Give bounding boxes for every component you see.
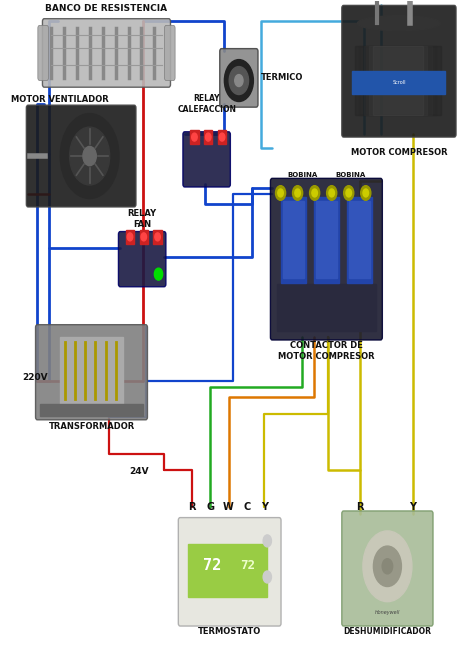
Bar: [40, 404, 143, 415]
Text: TERMICO: TERMICO: [261, 73, 303, 82]
Bar: [373, 46, 422, 116]
Bar: [355, 46, 441, 116]
Text: R: R: [188, 502, 195, 512]
Bar: [353, 71, 446, 94]
Text: R: R: [356, 502, 364, 512]
Text: RELAY
FAN: RELAY FAN: [128, 209, 157, 229]
Bar: [204, 130, 212, 144]
Text: RELAY
CALEFACCION: RELAY CALEFACCION: [177, 94, 236, 114]
Circle shape: [127, 233, 133, 241]
Bar: [316, 201, 337, 278]
FancyBboxPatch shape: [183, 132, 230, 187]
Circle shape: [70, 127, 109, 185]
Bar: [368, 46, 427, 116]
FancyBboxPatch shape: [178, 518, 281, 626]
Text: MOTOR VENTILADOR: MOTOR VENTILADOR: [11, 96, 109, 104]
Text: W: W: [223, 502, 234, 512]
FancyBboxPatch shape: [342, 511, 433, 626]
Text: Scroll: Scroll: [392, 80, 406, 85]
Circle shape: [275, 186, 286, 200]
Text: Y: Y: [409, 502, 416, 512]
Text: 72: 72: [240, 559, 255, 572]
Bar: [283, 201, 303, 278]
Circle shape: [363, 189, 368, 197]
Bar: [349, 201, 370, 278]
Text: Y: Y: [261, 502, 268, 512]
Circle shape: [292, 186, 303, 200]
FancyBboxPatch shape: [43, 19, 171, 88]
FancyBboxPatch shape: [36, 325, 147, 420]
Bar: [364, 46, 432, 116]
FancyBboxPatch shape: [164, 25, 175, 81]
Circle shape: [224, 59, 254, 102]
Text: BOBINA: BOBINA: [287, 172, 318, 178]
FancyBboxPatch shape: [271, 178, 383, 340]
Bar: [218, 130, 226, 144]
Circle shape: [229, 67, 248, 94]
Circle shape: [263, 571, 272, 583]
Text: 24V: 24V: [129, 467, 149, 476]
FancyBboxPatch shape: [220, 49, 258, 107]
Bar: [281, 196, 306, 283]
Circle shape: [235, 75, 243, 87]
Bar: [154, 230, 162, 244]
Circle shape: [346, 189, 352, 197]
Text: TERMOSTATO: TERMOSTATO: [198, 627, 261, 636]
Text: Honeywell: Honeywell: [375, 611, 400, 615]
Circle shape: [83, 146, 96, 166]
Bar: [60, 337, 123, 404]
Text: CONTACTOR DE
MOTOR COMPRESOR: CONTACTOR DE MOTOR COMPRESOR: [278, 341, 375, 361]
Circle shape: [312, 189, 318, 197]
Circle shape: [191, 133, 197, 141]
FancyBboxPatch shape: [38, 25, 48, 81]
Bar: [347, 196, 372, 283]
Text: BOBINA: BOBINA: [335, 172, 365, 178]
FancyBboxPatch shape: [27, 105, 136, 207]
Bar: [314, 196, 339, 283]
Circle shape: [155, 268, 163, 280]
Text: G: G: [206, 502, 214, 512]
Circle shape: [295, 189, 301, 197]
Circle shape: [327, 186, 337, 200]
Circle shape: [374, 546, 401, 587]
FancyBboxPatch shape: [342, 5, 456, 137]
Circle shape: [206, 133, 211, 141]
Circle shape: [219, 133, 225, 141]
Text: BANCO DE RESISTENCIA: BANCO DE RESISTENCIA: [46, 5, 167, 13]
Bar: [190, 130, 199, 144]
Bar: [277, 284, 376, 331]
Circle shape: [329, 189, 335, 197]
Circle shape: [382, 558, 392, 574]
Circle shape: [310, 186, 319, 200]
Bar: [359, 46, 437, 116]
Circle shape: [344, 186, 354, 200]
Circle shape: [263, 535, 272, 547]
Text: DESHUMIDIFICADOR: DESHUMIDIFICADOR: [343, 627, 431, 636]
FancyBboxPatch shape: [118, 232, 166, 287]
Circle shape: [141, 233, 146, 241]
Text: 220V: 220V: [22, 373, 48, 381]
Circle shape: [60, 114, 119, 198]
Ellipse shape: [357, 15, 440, 31]
Text: C: C: [243, 502, 251, 512]
Bar: [126, 230, 134, 244]
Bar: [140, 230, 148, 244]
Text: MOTOR COMPRESOR: MOTOR COMPRESOR: [351, 148, 447, 157]
Circle shape: [363, 531, 412, 602]
Circle shape: [361, 186, 371, 200]
Circle shape: [278, 189, 283, 197]
Bar: [189, 544, 267, 597]
Circle shape: [155, 233, 160, 241]
Text: 72: 72: [203, 558, 221, 573]
Text: TRANSFORMADOR: TRANSFORMADOR: [48, 422, 135, 432]
